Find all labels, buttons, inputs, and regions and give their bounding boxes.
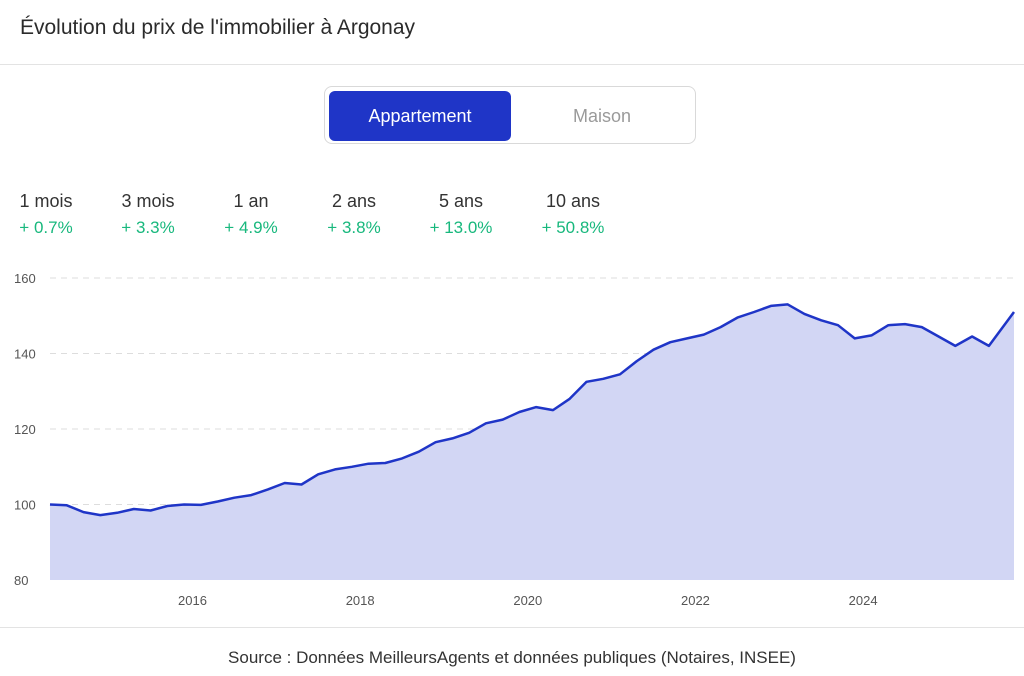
stat-change: + 4.9%: [224, 218, 278, 237]
stat-1-an: 1 an + 4.9%: [196, 188, 306, 238]
stat-change: + 13.0%: [429, 218, 493, 237]
y-tick-label: 80: [14, 573, 28, 588]
footer-divider: [0, 627, 1024, 628]
x-tick-label: 2022: [681, 593, 710, 608]
stat-change: + 50.8%: [541, 218, 605, 237]
x-tick-label: 2020: [513, 593, 542, 608]
toggle-maison-button[interactable]: Maison: [572, 106, 632, 126]
stat-period: 1 mois: [19, 191, 73, 211]
x-tick-label: 2016: [178, 593, 207, 608]
stat-change: + 3.3%: [121, 218, 175, 237]
y-tick-label: 100: [14, 498, 36, 513]
x-tick-label: 2024: [849, 593, 878, 608]
toggle-appartement-button[interactable]: Appartement: [329, 91, 511, 141]
property-type-toggle: Appartement Maison: [324, 86, 696, 144]
stat-3-mois: 3 mois + 3.3%: [93, 188, 203, 238]
stat-period: 2 ans: [331, 191, 377, 211]
price-chart: 80 100 120 140 160 2016 2018 2020 2022 2024: [14, 271, 1016, 608]
stat-period: 5 ans: [438, 191, 484, 211]
series-line: [49, 303, 1016, 517]
stat-10-ans: 10 ans + 50.8%: [518, 188, 628, 238]
x-tick-label: 2018: [346, 593, 375, 608]
stat-period: 10 ans: [545, 191, 601, 211]
y-tick-label: 120: [14, 422, 36, 437]
stat-5-ans: 5 ans + 13.0%: [406, 188, 516, 238]
y-tick-label: 160: [14, 271, 36, 286]
y-tick-label: 140: [14, 347, 36, 362]
stat-period: 1 an: [233, 191, 269, 211]
stat-change: + 3.8%: [327, 218, 381, 237]
header: Évolution du prix de l'immobilier à Argo…: [0, 0, 1024, 65]
source-note: Source : Données MeilleursAgents et donn…: [228, 648, 796, 667]
series-area: [50, 304, 1014, 580]
stat-period: 3 mois: [121, 191, 175, 211]
page-title: Évolution du prix de l'immobilier à Argo…: [20, 16, 416, 39]
stat-change: + 0.7%: [19, 218, 73, 237]
stat-2-ans: 2 ans + 3.8%: [299, 188, 409, 238]
stat-1-mois: 1 mois + 0.7%: [0, 188, 101, 238]
